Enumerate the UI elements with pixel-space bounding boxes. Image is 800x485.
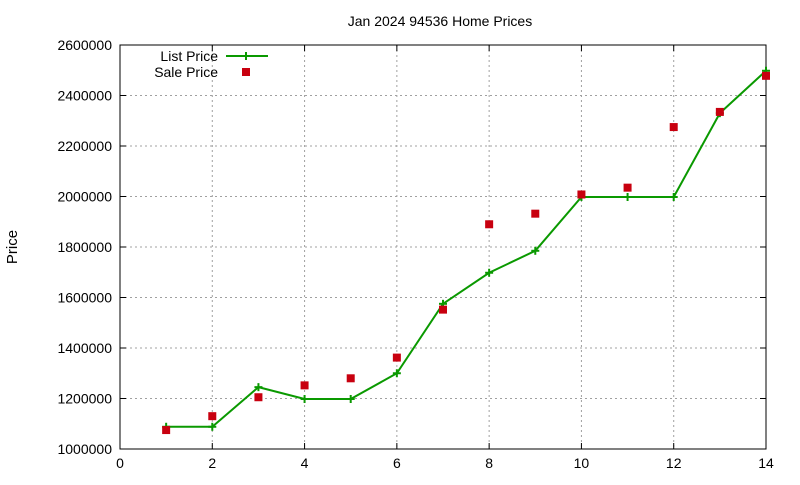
x-tick-label: 6	[393, 455, 401, 471]
data-point	[669, 123, 678, 132]
data-point	[300, 381, 309, 390]
data-point	[439, 305, 447, 314]
data-point	[208, 412, 217, 421]
data-point	[208, 422, 217, 431]
y-tick-label: 1200000	[57, 391, 112, 407]
data-point	[346, 374, 355, 383]
y-tick-label: 1600000	[57, 290, 112, 306]
series	[162, 66, 770, 435]
y-tick-label: 2600000	[57, 37, 112, 53]
data-point	[762, 71, 770, 80]
chart-title: Jan 2024 94536 Home Prices	[348, 13, 532, 29]
data-point	[254, 383, 263, 392]
data-point	[623, 193, 632, 202]
data-point	[531, 246, 540, 255]
data-point	[577, 190, 586, 199]
y-tick-label: 2200000	[57, 138, 112, 154]
data-point	[392, 353, 401, 362]
data-point	[485, 268, 494, 277]
legend-marker	[242, 68, 250, 76]
x-tick-label: 12	[666, 455, 682, 471]
series-line	[166, 70, 767, 428]
y-tick-label: 1000000	[57, 441, 112, 457]
legend-label: Sale Price	[154, 64, 218, 80]
x-tick-label: 10	[574, 455, 590, 471]
y-tick-label: 2000000	[57, 189, 112, 205]
series-list-price	[162, 66, 770, 431]
data-point	[254, 393, 263, 402]
x-tick-label: 14	[758, 455, 774, 471]
y-tick-label: 1400000	[57, 340, 112, 356]
data-point	[669, 193, 678, 202]
series-sale-price	[162, 71, 770, 435]
grid	[120, 45, 766, 449]
data-point	[715, 107, 724, 116]
data-point	[531, 209, 540, 218]
y-axis-label: Price	[4, 230, 21, 264]
data-point	[392, 369, 401, 378]
x-tick-label: 0	[116, 455, 124, 471]
data-point	[162, 426, 171, 435]
y-tick-label: 2400000	[57, 88, 112, 104]
data-point	[485, 220, 494, 229]
x-tick-label: 8	[485, 455, 493, 471]
y-tick-label: 1800000	[57, 239, 112, 255]
data-point	[623, 183, 632, 192]
axes: 0 2 4 6 8 10 12 14 1000000 1200000 1400000 1600000 1…	[57, 37, 774, 471]
legend-label: List Price	[160, 48, 218, 64]
x-tick-label: 4	[301, 455, 309, 471]
data-point	[346, 395, 355, 404]
data-point	[300, 395, 309, 404]
x-tick-label: 2	[208, 455, 216, 471]
